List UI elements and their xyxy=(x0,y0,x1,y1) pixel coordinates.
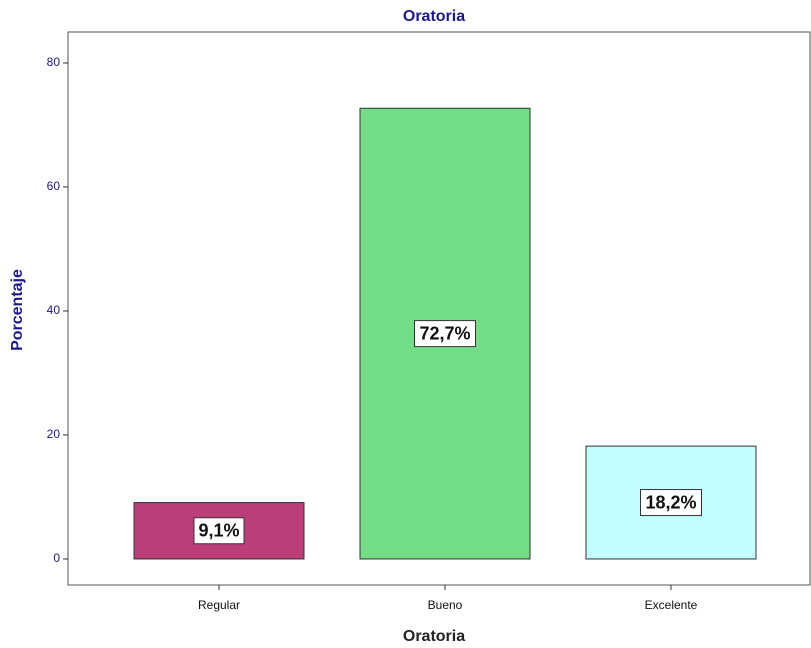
value-label: 72,7% xyxy=(419,323,470,343)
value-label-box xyxy=(414,320,476,348)
y-tick-label: 20 xyxy=(47,427,61,441)
y-tick-label: 80 xyxy=(47,55,61,69)
value-label: 18,2% xyxy=(645,492,696,512)
x-tick-label: Bueno xyxy=(428,598,463,612)
y-axis-label: Porcentaje xyxy=(9,269,26,351)
x-tick-label: Regular xyxy=(198,598,240,612)
x-axis-label: Oratoria xyxy=(403,628,465,645)
value-label-box xyxy=(193,517,245,545)
value-label-box xyxy=(640,489,702,517)
y-tick-label: 40 xyxy=(47,303,61,317)
value-label: 9,1% xyxy=(198,521,239,541)
y-tick-label: 60 xyxy=(47,179,61,193)
x-tick-label: Excelente xyxy=(645,598,698,612)
y-tick-label: 0 xyxy=(53,551,60,565)
chart-title: Oratoria xyxy=(403,8,465,25)
